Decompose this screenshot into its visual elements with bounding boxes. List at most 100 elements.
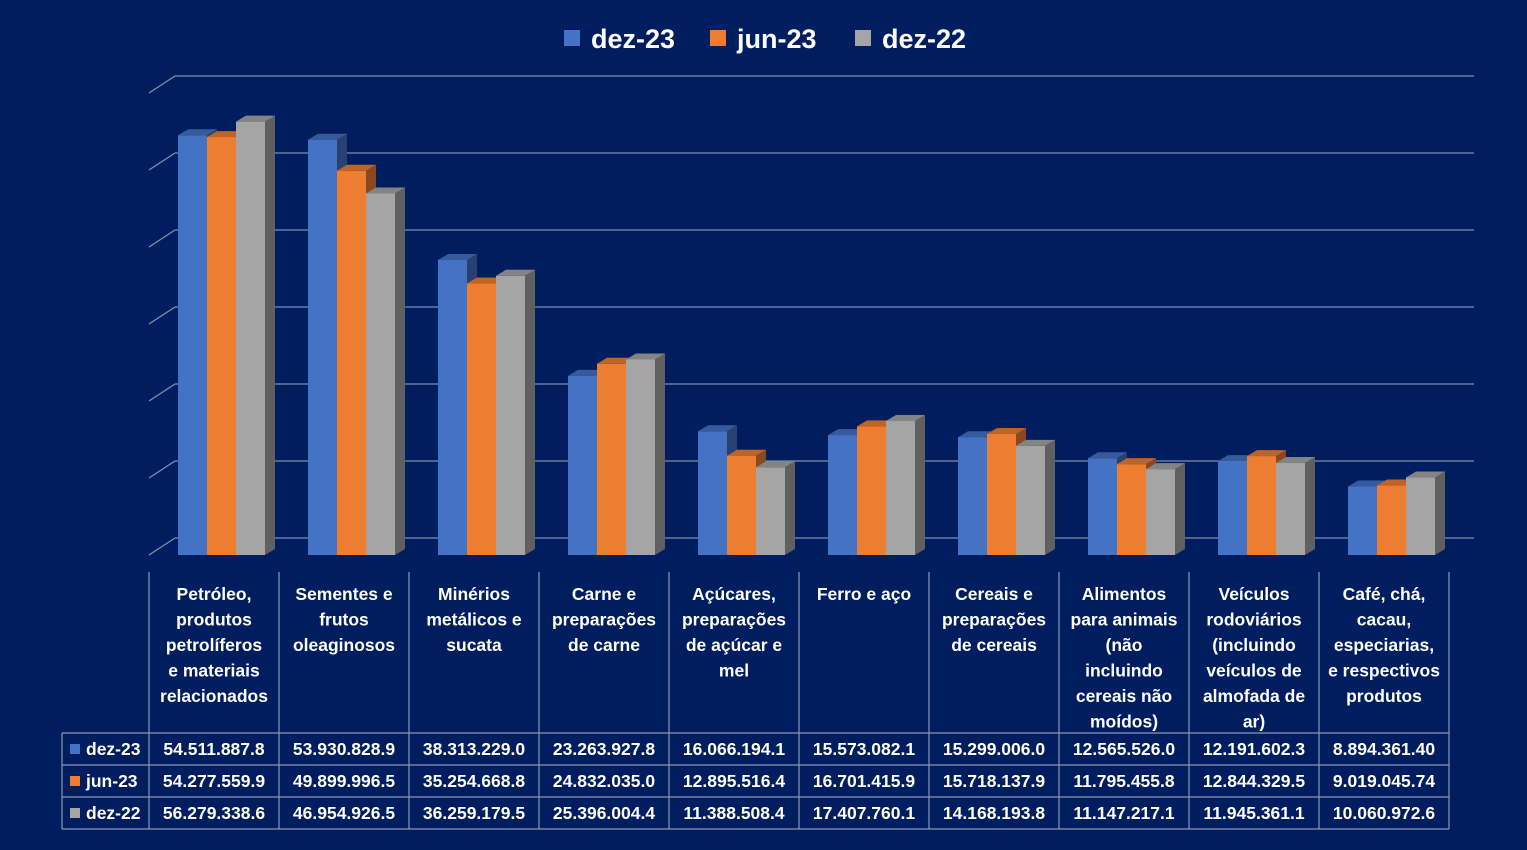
table-cell-value: 36.259.179.5 xyxy=(423,803,525,823)
category-label: Sementes e xyxy=(295,584,393,604)
bar-jun-23 xyxy=(987,433,1016,555)
gridline-depth xyxy=(148,383,176,402)
table-cell-value: 56.279.338.6 xyxy=(163,803,265,823)
table-cell-value: 12.191.602.3 xyxy=(1203,739,1305,759)
table-row-label: dez-23 xyxy=(86,739,141,759)
bar-top-dez-22 xyxy=(236,115,275,122)
bar-top-jun-23 xyxy=(1117,458,1156,465)
bar-jun-23 xyxy=(597,363,626,555)
bar-jun-23 xyxy=(467,283,496,555)
table-cell-value: 8.894.361.40 xyxy=(1333,739,1435,759)
table-cell-value: 25.396.004.4 xyxy=(553,803,655,823)
table-cell-value: 14.168.193.8 xyxy=(943,803,1045,823)
bar-dez-22 xyxy=(1146,469,1175,555)
bar-side-dez-22 xyxy=(655,353,665,555)
bar-top-dez-23 xyxy=(178,129,217,136)
table-cell-value: 54.277.559.9 xyxy=(163,771,265,791)
gridline-depth xyxy=(148,75,176,94)
table-cell-value: 12.895.516.4 xyxy=(683,771,785,791)
category-label: Petróleo, xyxy=(177,584,252,604)
bar-top-dez-23 xyxy=(308,133,347,140)
legend: dez-23 jun-23 dez-22 xyxy=(564,24,966,54)
category-label: (incluindo xyxy=(1212,635,1296,655)
bar-dez-23 xyxy=(1088,458,1117,555)
bar-top-jun-23 xyxy=(1247,450,1286,457)
category-label: oleaginosos xyxy=(293,635,395,655)
bar-top-dez-23 xyxy=(698,425,737,432)
bar-dez-23 xyxy=(438,259,467,555)
bar-side-dez-22 xyxy=(1435,471,1445,555)
bar-dez-22 xyxy=(496,275,525,555)
table-cell-value: 11.795.455.8 xyxy=(1073,771,1174,791)
table-cell-value: 35.254.668.8 xyxy=(423,771,525,791)
table-cell-value: 49.899.996.5 xyxy=(293,771,395,791)
table-cell-value: 11.945.361.1 xyxy=(1203,803,1304,823)
gridline-depth xyxy=(148,152,176,171)
bar-top-jun-23 xyxy=(337,164,376,171)
category-label: veículos de xyxy=(1206,661,1302,681)
table-cell-value: 16.701.415.9 xyxy=(813,771,915,791)
bar-side-dez-22 xyxy=(785,461,795,555)
category-label: produtos xyxy=(1346,686,1422,706)
bar-jun-23 xyxy=(337,170,366,555)
bar-dez-22 xyxy=(236,121,265,555)
bar-top-dez-22 xyxy=(366,187,405,194)
bar-jun-23 xyxy=(207,137,236,555)
category-label: Alimentos xyxy=(1082,584,1167,604)
category-label: relacionados xyxy=(160,686,268,706)
bar-top-dez-23 xyxy=(438,253,477,260)
bar-top-dez-22 xyxy=(626,353,665,360)
bar-top-jun-23 xyxy=(727,449,766,456)
bar-jun-23 xyxy=(857,426,886,555)
category-label: de açúcar e xyxy=(686,635,783,655)
bars xyxy=(178,115,1445,556)
category-label: para animais xyxy=(1071,610,1178,630)
bar-dez-22 xyxy=(1016,445,1045,555)
table-row-label: jun-23 xyxy=(85,771,138,791)
bar-top-dez-22 xyxy=(756,461,795,468)
category-label: produtos xyxy=(176,610,252,630)
category-label: Carne e xyxy=(572,584,636,604)
table-cell-value: 12.565.526.0 xyxy=(1073,739,1175,759)
bar-dez-23 xyxy=(308,139,337,556)
bar-top-dez-22 xyxy=(496,269,535,276)
category-label: e respectivos xyxy=(1328,661,1440,681)
category-label: almofada de xyxy=(1203,686,1305,706)
category-label: cacau, xyxy=(1357,610,1411,630)
category-label: e materiais xyxy=(168,661,260,681)
bar-top-dez-22 xyxy=(1276,457,1315,464)
table-cell-value: 54.511.887.8 xyxy=(163,739,264,759)
category-label: incluindo xyxy=(1085,661,1163,681)
category-label: petrolíferos xyxy=(166,635,263,655)
category-label: Açúcares, xyxy=(692,584,776,604)
category-label: preparações xyxy=(552,610,656,630)
table-cell-value: 24.832.035.0 xyxy=(553,771,655,791)
category-label: especiarias, xyxy=(1334,635,1434,655)
bar-top-dez-22 xyxy=(1406,471,1445,478)
category-label: rodoviários xyxy=(1206,610,1302,630)
category-label: cereais não xyxy=(1076,686,1172,706)
legend-label-jun-23: jun-23 xyxy=(736,24,817,54)
bar-side-dez-22 xyxy=(1305,457,1315,555)
table-cell-value: 17.407.760.1 xyxy=(813,803,915,823)
table-legend-key-jun-23 xyxy=(70,776,80,786)
category-label: de cereais xyxy=(951,635,1037,655)
gridline-depth xyxy=(148,229,176,248)
bar-dez-22 xyxy=(626,359,655,555)
category-label: metálicos e xyxy=(426,610,522,630)
category-label: Ferro e aço xyxy=(817,584,911,604)
category-label: Minérios xyxy=(438,584,510,604)
table-cell-value: 15.573.082.1 xyxy=(813,739,915,759)
table-cell-value: 11.388.508.4 xyxy=(683,803,784,823)
legend-swatch-dez-22 xyxy=(855,30,871,46)
legend-label-dez-22: dez-22 xyxy=(882,24,966,54)
bar-dez-22 xyxy=(1406,477,1435,555)
bar-side-dez-22 xyxy=(265,115,275,555)
table-cell-value: 23.263.927.8 xyxy=(553,739,655,759)
bar-dez-23 xyxy=(1218,461,1247,555)
category-label: frutos xyxy=(319,610,369,630)
category-label: de carne xyxy=(568,635,640,655)
table-row-label: dez-22 xyxy=(86,803,141,823)
